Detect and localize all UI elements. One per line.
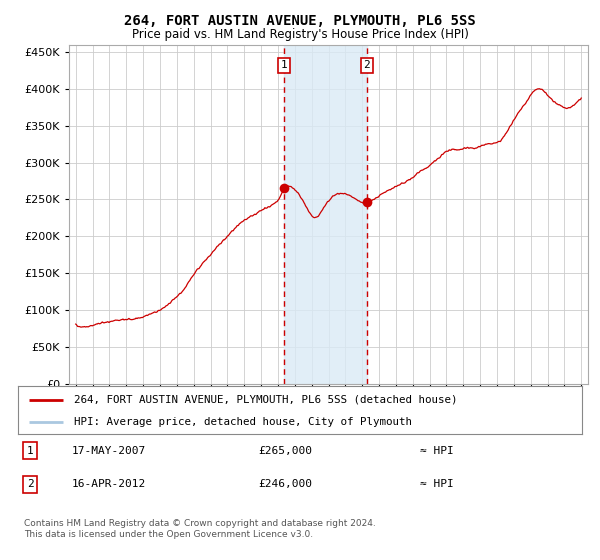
- Text: Contains HM Land Registry data © Crown copyright and database right 2024.
This d: Contains HM Land Registry data © Crown c…: [24, 520, 376, 539]
- Text: 2: 2: [364, 60, 370, 71]
- Text: 264, FORT AUSTIN AVENUE, PLYMOUTH, PL6 5SS (detached house): 264, FORT AUSTIN AVENUE, PLYMOUTH, PL6 5…: [74, 395, 458, 405]
- Text: 17-MAY-2007: 17-MAY-2007: [72, 446, 146, 456]
- Text: 1: 1: [26, 446, 34, 456]
- Text: £265,000: £265,000: [258, 446, 312, 456]
- Text: 1: 1: [281, 60, 287, 71]
- Text: ≈ HPI: ≈ HPI: [420, 479, 454, 489]
- Text: 2: 2: [26, 479, 34, 489]
- Text: 264, FORT AUSTIN AVENUE, PLYMOUTH, PL6 5SS: 264, FORT AUSTIN AVENUE, PLYMOUTH, PL6 5…: [124, 14, 476, 28]
- Bar: [284, 45, 367, 384]
- Text: £246,000: £246,000: [258, 479, 312, 489]
- Text: HPI: Average price, detached house, City of Plymouth: HPI: Average price, detached house, City…: [74, 417, 412, 427]
- Text: Price paid vs. HM Land Registry's House Price Index (HPI): Price paid vs. HM Land Registry's House …: [131, 28, 469, 41]
- Text: ≈ HPI: ≈ HPI: [420, 446, 454, 456]
- Text: 16-APR-2012: 16-APR-2012: [72, 479, 146, 489]
